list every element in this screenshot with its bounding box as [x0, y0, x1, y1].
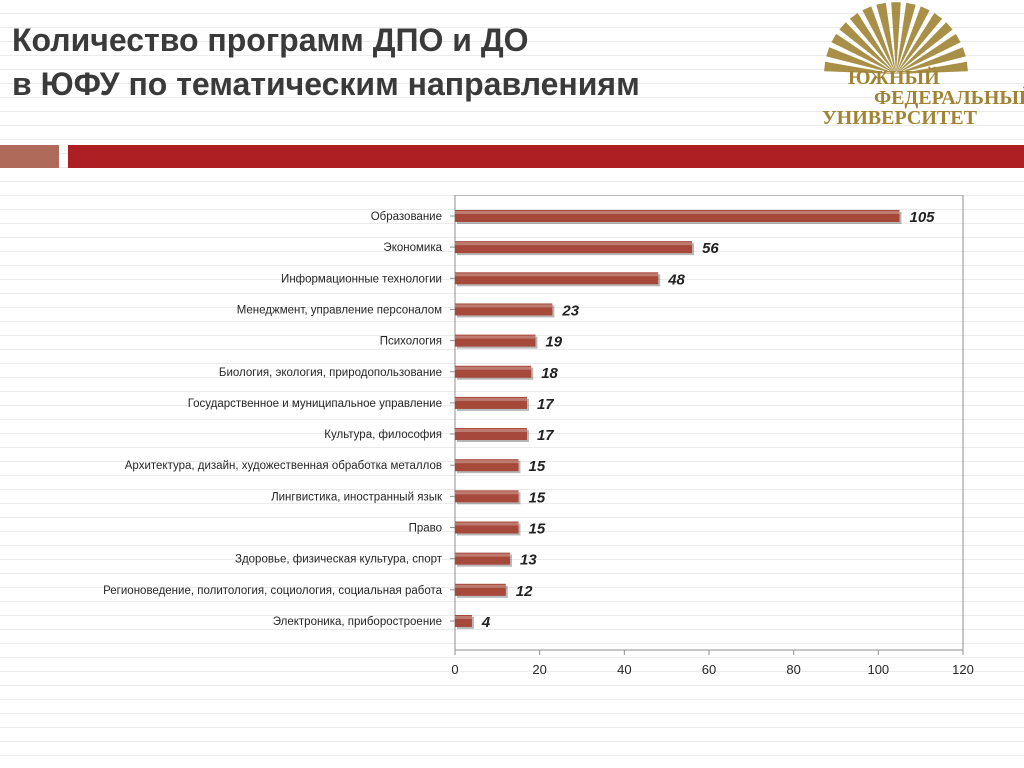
- category-label: Экономика: [383, 242, 442, 254]
- logo-ray: [876, 2, 896, 75]
- data-label: 15: [529, 521, 546, 538]
- bar-highlight: [455, 460, 519, 464]
- university-logo: ЮЖНЫЙ ФЕДЕРАЛЬНЫЙ УНИВЕРСИТЕТ: [818, 0, 1024, 132]
- bar: [455, 490, 519, 503]
- title-line-1: Количество программ ДПО и ДО: [12, 22, 529, 58]
- data-label: 15: [529, 489, 546, 506]
- x-tick-label: 0: [451, 662, 458, 677]
- bar: [455, 334, 536, 347]
- logo-ray: [896, 2, 916, 75]
- category-label: Архитектура, дизайн, художественная обра…: [125, 460, 442, 472]
- category-label: Право: [409, 523, 442, 535]
- category-label: Государственное и муниципальное управлен…: [188, 398, 442, 410]
- bar-highlight: [455, 273, 659, 277]
- logo-line-1: ЮЖНЫЙ: [848, 67, 940, 89]
- data-label: 13: [520, 552, 537, 569]
- category-label: Биология, экология, природопользование: [219, 367, 442, 379]
- bar: [455, 428, 527, 441]
- bar: [455, 241, 693, 254]
- logo-ray: [831, 33, 896, 74]
- bar: [455, 396, 527, 409]
- bar-highlight: [455, 429, 527, 433]
- data-label: 48: [667, 271, 685, 288]
- x-tick-label: 40: [617, 662, 631, 677]
- sunburst-emblem-icon: [824, 2, 968, 75]
- data-label: 19: [545, 334, 562, 351]
- bar-highlight: [455, 584, 506, 588]
- data-label: 17: [537, 396, 554, 413]
- data-label: 23: [561, 302, 579, 319]
- logo-ray: [826, 47, 896, 74]
- bar: [455, 521, 519, 534]
- plot-area-frame: [454, 195, 964, 651]
- header-accent-block: [0, 145, 59, 168]
- bar: [455, 272, 659, 285]
- logo-ray: [896, 22, 953, 74]
- logo-ray: [896, 61, 968, 74]
- bar: [455, 552, 511, 565]
- category-label: Психология: [380, 336, 442, 348]
- logo-ray: [896, 13, 943, 74]
- x-tick-label: 120: [952, 662, 974, 677]
- logo-ray: [839, 22, 896, 74]
- bar-highlight: [455, 242, 693, 246]
- logo-ray: [862, 6, 896, 74]
- bar: [455, 583, 506, 596]
- logo-ray: [891, 2, 901, 75]
- bar: [455, 365, 532, 378]
- category-label: Информационные технологии: [281, 273, 442, 285]
- logo-line-3: УНИВЕРСИТЕТ: [822, 107, 977, 129]
- bar-highlight: [455, 553, 511, 557]
- logo-ray: [896, 33, 961, 74]
- bar-highlight: [455, 615, 472, 619]
- logo-ray: [896, 47, 966, 74]
- data-label: 105: [910, 209, 936, 226]
- data-label: 56: [702, 240, 719, 257]
- logo-ray: [824, 61, 896, 74]
- logo-ray: [896, 6, 930, 74]
- bar-highlight: [455, 491, 519, 495]
- bar-highlight: [455, 522, 519, 526]
- category-label: Лингвистика, иностранный язык: [271, 491, 443, 503]
- category-label: Здоровье, физическая культура, спорт: [235, 554, 443, 566]
- x-tick-label: 20: [532, 662, 546, 677]
- category-label: Культура, философия: [324, 429, 442, 441]
- bar-highlight: [455, 211, 900, 214]
- page-title: Количество программ ДПО и ДО в ЮФУ по те…: [12, 18, 640, 106]
- bar-highlight: [455, 366, 532, 370]
- bar-highlight: [455, 335, 536, 339]
- title-line-2: в ЮФУ по тематическим направлениям: [12, 66, 640, 102]
- category-label: Регионоведение, политология, социология,…: [103, 585, 442, 597]
- bar-highlight: [455, 304, 553, 308]
- bar-highlight: [455, 397, 527, 401]
- data-label: 18: [541, 365, 558, 382]
- logo-line-2: ФЕДЕРАЛЬНЫЙ: [874, 87, 1024, 109]
- bar-chart: Образование 105 Экономика 56 Информационные …: [103, 195, 974, 677]
- data-label: 12: [516, 583, 533, 600]
- bar: [455, 614, 472, 627]
- data-label: 17: [537, 427, 554, 444]
- category-label: Образование: [371, 211, 442, 223]
- x-tick-label: 60: [702, 662, 716, 677]
- category-label: Электроника, приборостроение: [273, 616, 442, 628]
- bar: [455, 210, 900, 222]
- x-tick-label: 80: [786, 662, 800, 677]
- data-label: 4: [481, 614, 491, 631]
- logo-ray: [849, 13, 896, 74]
- bar: [455, 459, 519, 472]
- category-label: Менеджмент, управление персоналом: [237, 304, 442, 316]
- bar: [455, 303, 553, 316]
- data-label: 15: [529, 458, 546, 475]
- header-accent-band: [68, 145, 1024, 168]
- x-tick-label: 100: [867, 662, 889, 677]
